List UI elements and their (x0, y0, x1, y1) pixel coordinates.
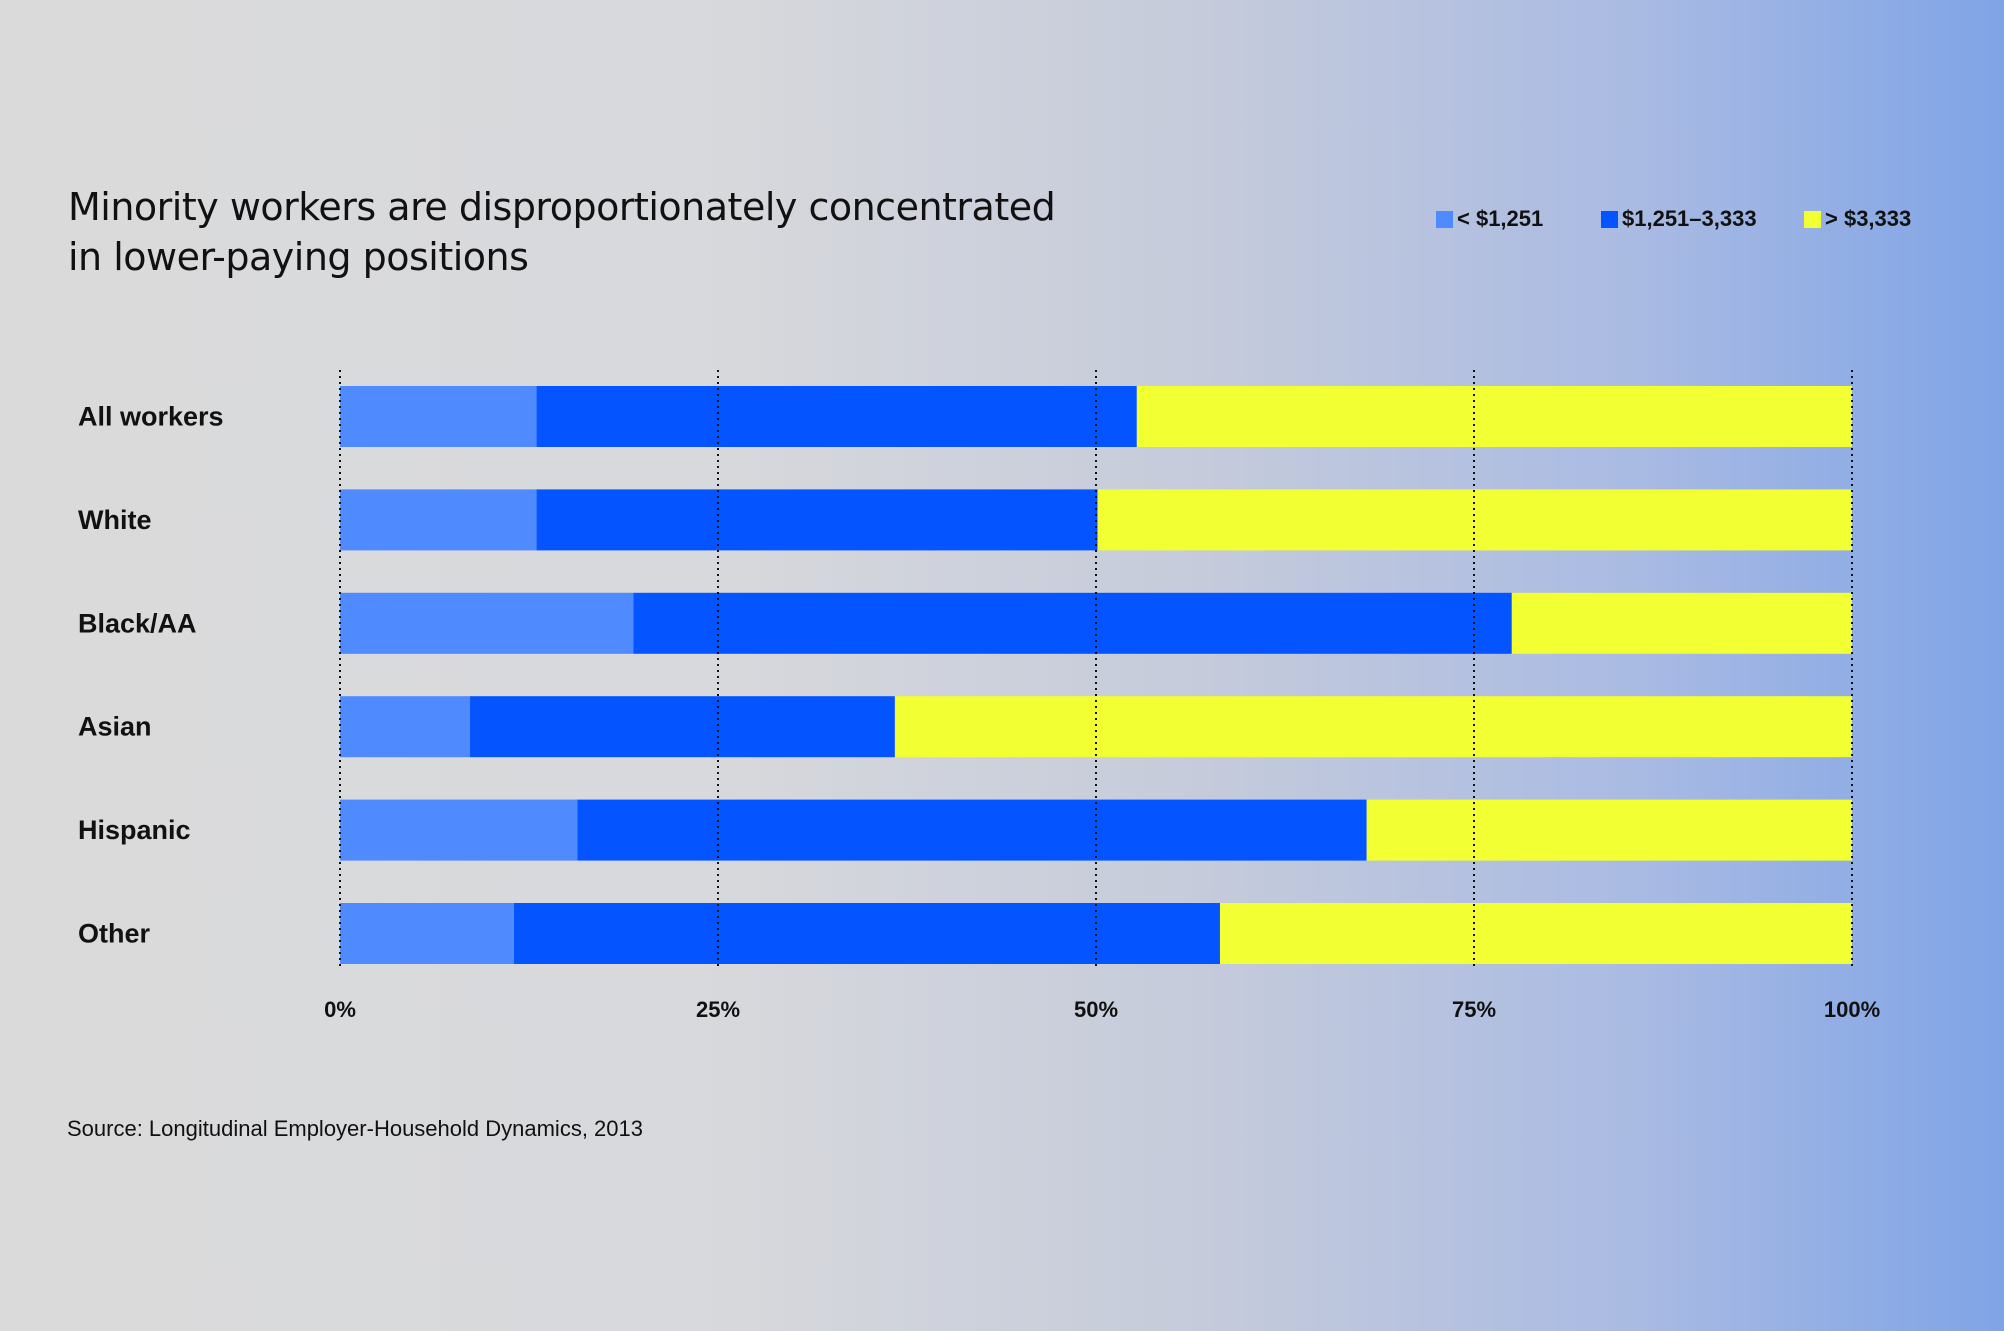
bar-segment-white-series-0 (340, 489, 537, 551)
bar-segment-asian-series-1 (470, 696, 895, 758)
bar-segment-all-workers-series-2 (1136, 386, 1852, 447)
bar-segment-asian-series-2 (894, 696, 1852, 758)
category-label: White (78, 505, 152, 535)
stacked-bar-chart: All workers White Black/AA Asian Hispanic Oth… (78, 370, 1880, 1022)
bar-segment-other-series-0 (340, 903, 514, 964)
x-tick-label: 25% (696, 997, 740, 1022)
x-tick-label: 75% (1452, 997, 1496, 1022)
legend-item-high: > $3,333 (1804, 204, 1911, 234)
legend-label-high: > $3,333 (1825, 206, 1912, 231)
bar-segment-white-series-2 (1097, 489, 1852, 551)
bar-segment-hispanic-series-1 (577, 799, 1367, 861)
x-tick-label: 50% (1074, 997, 1118, 1022)
legend-label-mid: $1,251–3,333 (1622, 206, 1757, 231)
legend-swatch-low (1436, 210, 1453, 228)
legend-swatch-mid (1601, 210, 1618, 228)
bar-segment-black-aa-series-0 (340, 592, 634, 654)
legend-label-low: < $1,251 (1457, 206, 1544, 231)
chart-title-line-1: Minority workers are disproportionately … (68, 185, 1056, 229)
chart-title: Minority workers are disproportionately … (68, 182, 1168, 282)
bar-segment-all-workers-series-1 (536, 386, 1137, 447)
category-label: Asian (78, 712, 152, 742)
x-tick-label: 100% (1824, 997, 1880, 1022)
legend-swatch-high (1804, 210, 1821, 228)
x-tick-label: 0% (324, 997, 356, 1022)
source-note: Source: Longitudinal Employer-Household … (67, 1116, 643, 1141)
bar-segment-asian-series-0 (340, 696, 471, 758)
bar-segment-hispanic-series-0 (340, 799, 578, 861)
category-label: Black/AA (78, 608, 197, 638)
bar-segment-black-aa-series-1 (633, 592, 1512, 654)
legend-item-low: < $1,251 (1436, 204, 1543, 234)
bar-segment-white-series-1 (536, 489, 1098, 551)
category-label: All workers (78, 402, 224, 432)
bar-segment-other-series-2 (1219, 903, 1852, 964)
bar-segment-black-aa-series-2 (1511, 592, 1852, 654)
bar-segment-all-workers-series-0 (340, 386, 537, 447)
category-label: Other (78, 919, 151, 949)
bar-segment-hispanic-series-2 (1366, 799, 1852, 861)
legend-item-mid: $1,251–3,333 (1601, 204, 1757, 234)
bar-segment-other-series-1 (513, 903, 1220, 964)
category-label: Hispanic (78, 815, 191, 845)
chart-title-line-2: in lower-paying positions (68, 235, 529, 279)
